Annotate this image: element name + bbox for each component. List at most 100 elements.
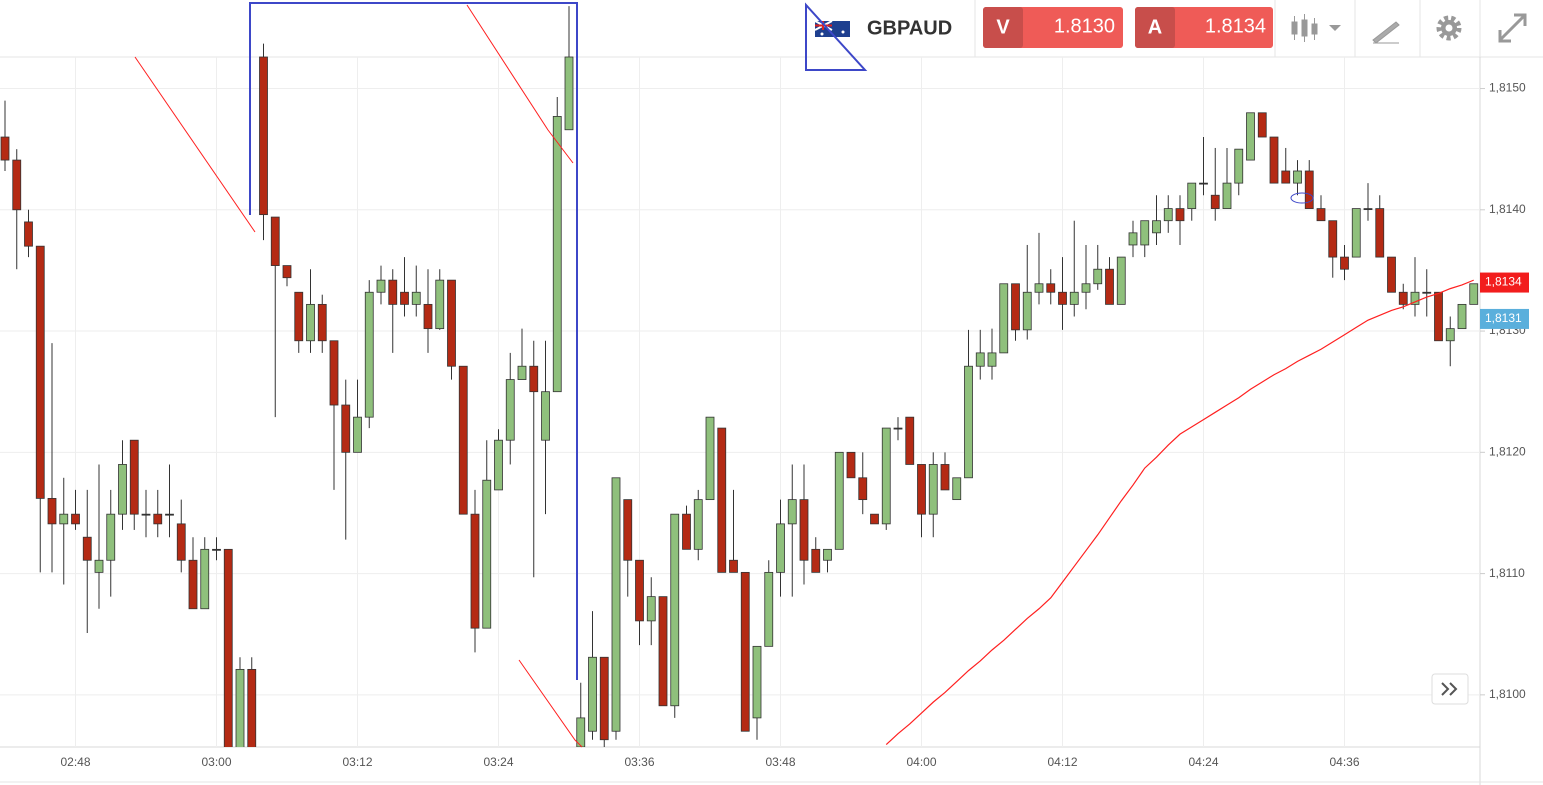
candle-body [1269,136,1279,184]
chart-type-button[interactable] [1291,14,1341,42]
drawn-line [518,659,583,748]
candle-body [705,416,715,501]
candle-body [1304,170,1314,209]
candle-body [729,559,738,573]
candle-body [235,668,245,747]
candle-body [129,439,139,515]
candle-body [1175,208,1185,222]
candle-body [94,559,104,573]
candle-body [599,656,609,741]
x-tick-label: 03:00 [201,755,231,769]
candle-body [1340,256,1349,270]
sell-button[interactable]: V 1.8130 [983,7,1123,48]
candle-body [176,523,186,561]
candle-body [82,536,92,561]
candle-body [987,352,997,367]
candle-body [212,548,221,551]
candle-body [635,559,644,622]
y-tick-label: 1,8120 [1489,444,1526,458]
candle-body [71,513,80,525]
candle-body [24,221,33,247]
candle-body [811,548,821,573]
candle-body [1222,182,1232,209]
candle-body [59,513,69,525]
candle-body [1351,208,1361,258]
candle-body [588,656,597,732]
candle-body [118,464,127,515]
candle-body [764,571,774,647]
candle-body [458,365,468,515]
candle-body [1199,182,1208,185]
candle-body [329,340,339,406]
candle-body [1398,291,1408,305]
candle-body [1034,283,1044,293]
scroll-button[interactable] [1431,673,1469,705]
x-tick-label: 04:24 [1188,755,1218,769]
candle-body [1011,283,1020,331]
candle-body [259,56,268,216]
drawn-triangle [805,2,868,71]
candle-body [47,498,57,525]
x-tick-label: 04:00 [906,755,936,769]
fullscreen-button[interactable] [1498,13,1527,43]
y-tick-label: 1,8140 [1489,202,1526,216]
candle-body [670,513,680,707]
candle-body [917,464,926,515]
candle-body [153,513,163,525]
price-marker [1480,308,1529,329]
candle-body [905,416,915,465]
candle-body [447,279,456,367]
candle-body [200,548,210,610]
candle-body [223,548,233,747]
candle-body [576,717,586,747]
y-tick-label: 1,8150 [1489,81,1526,95]
candle-body [1187,182,1197,209]
sell-price: 1.8130 [1054,15,1115,37]
candle-body [12,159,22,211]
candle-body [364,291,374,418]
candle-body [541,391,550,441]
buy-button[interactable]: A 1.8134 [1135,7,1273,48]
candle-body [517,365,527,380]
candle-body [682,513,691,550]
candle-body [858,477,868,501]
candle-body [282,265,292,279]
candle-body [1469,283,1479,305]
candle-body [1069,291,1079,305]
candle-body [846,451,856,479]
y-tick-label: 1,8110 [1489,566,1525,580]
candle-body [423,303,433,330]
candle-body [529,365,539,393]
x-tick-label: 04:12 [1047,755,1077,769]
candle-body [435,279,445,330]
price-marker-label: 1,8134 [1485,275,1522,289]
candle-body [1152,220,1161,234]
candle-body [270,216,280,266]
drawings [134,2,1314,748]
price-marker-label: 1,8131 [1485,311,1522,325]
candle-body [0,136,10,161]
symbol: GBPAUD [867,17,952,39]
candle-body [881,427,891,525]
candle-body [834,451,844,550]
candle-body [717,427,727,573]
y-tick-label: 1,8100 [1489,687,1526,701]
drawn-line [134,56,256,233]
settings-button[interactable] [1436,15,1462,41]
candle-body [1281,170,1291,184]
candle-body [470,513,480,629]
price-marker [1480,272,1529,293]
candle-body [494,439,503,491]
candle-body [740,571,750,732]
candle-body [552,116,562,393]
candle-body [1140,220,1150,246]
candle-body [1363,208,1373,210]
candle-body [1128,232,1138,246]
x-tick-label: 03:36 [624,755,654,769]
drawing-button[interactable] [1372,21,1400,44]
candle-body [1210,194,1220,209]
candle-body [1234,148,1244,184]
candle-body [1257,112,1267,138]
drawn-line [466,4,574,164]
